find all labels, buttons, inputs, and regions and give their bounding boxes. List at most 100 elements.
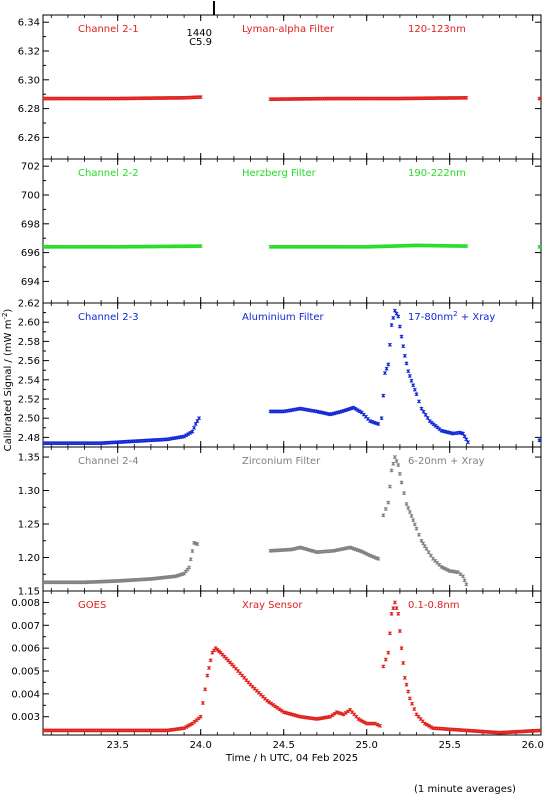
data-point bbox=[397, 629, 402, 633]
x-axis-title: Time / h UTC, 04 Feb 2025 bbox=[225, 753, 358, 764]
data-point bbox=[362, 720, 367, 725]
panel-label: 6-20nm + Xray bbox=[408, 456, 485, 467]
data-point bbox=[428, 553, 433, 558]
x-tick-label: 25.0 bbox=[356, 740, 378, 751]
panel-3: 2.48 2.50 2.52 2.54 2.56 2.58 2.60 2.62 Channel … bbox=[18, 299, 542, 448]
data-point bbox=[401, 344, 406, 349]
data-point bbox=[355, 408, 360, 412]
data-point bbox=[188, 722, 193, 727]
data-point bbox=[392, 600, 397, 605]
data-point bbox=[461, 574, 465, 579]
y-tick-label: 0.004 bbox=[11, 689, 40, 700]
y-tick-label: 2.60 bbox=[18, 318, 40, 329]
data-point bbox=[387, 342, 392, 347]
data-point bbox=[383, 371, 387, 376]
data-point bbox=[203, 687, 208, 692]
data-point bbox=[394, 311, 399, 316]
data-point bbox=[391, 315, 396, 320]
data-point bbox=[356, 717, 361, 721]
y-tick-label: 700 bbox=[21, 191, 40, 202]
data-point bbox=[188, 557, 193, 562]
y-tick-label: 2.58 bbox=[18, 337, 40, 348]
data-point bbox=[376, 422, 381, 426]
data-point bbox=[464, 95, 469, 100]
data-point bbox=[207, 665, 211, 670]
data-point bbox=[198, 95, 203, 100]
data-point bbox=[182, 726, 187, 731]
data-point bbox=[386, 650, 391, 655]
panel-label: 120-123nm bbox=[408, 24, 466, 35]
panel-label-part: 17-80nm bbox=[408, 312, 453, 323]
panel-label: 0.1-0.8nm bbox=[408, 600, 460, 611]
data-point bbox=[358, 718, 363, 723]
data-point bbox=[539, 244, 541, 249]
data-point bbox=[359, 549, 364, 554]
data-point bbox=[190, 429, 195, 434]
series-4 bbox=[43, 455, 469, 587]
series-2 bbox=[43, 243, 541, 249]
data-point bbox=[464, 244, 469, 249]
data-point bbox=[187, 565, 192, 570]
panel-label: Xray Sensor bbox=[242, 600, 303, 611]
data-point bbox=[386, 500, 391, 505]
data-point bbox=[378, 723, 382, 728]
data-point bbox=[389, 611, 394, 616]
data-point bbox=[422, 721, 427, 726]
data-point bbox=[411, 518, 416, 523]
data-point bbox=[441, 565, 446, 570]
data-point bbox=[381, 393, 386, 398]
y-tick-label: 6.26 bbox=[18, 133, 40, 144]
data-point bbox=[186, 432, 191, 436]
panel-label: Channel 2-4 bbox=[78, 456, 139, 467]
data-point bbox=[184, 725, 189, 729]
flare-marker: 1440 C5.9 bbox=[187, 1, 215, 48]
data-point bbox=[409, 514, 414, 518]
data-point bbox=[392, 308, 397, 313]
data-point bbox=[406, 369, 411, 374]
y-tick-label: 6.30 bbox=[18, 75, 40, 86]
data-point bbox=[396, 314, 401, 319]
panel-label: GOES bbox=[78, 600, 106, 611]
panel-label: Aluminium Filter bbox=[242, 312, 325, 323]
data-point bbox=[406, 689, 411, 694]
x-tick-label: 26.0 bbox=[522, 740, 544, 751]
panel-label-sup: 2 bbox=[453, 310, 457, 318]
data-point bbox=[389, 323, 394, 328]
data-point bbox=[384, 366, 389, 371]
flare-class-label: C5.9 bbox=[189, 37, 212, 48]
panel-1: 6.26 6.28 6.30 6.32 6.34 Channel 2-1 Lyman-alp… bbox=[18, 14, 542, 160]
data-point bbox=[198, 714, 203, 719]
data-point bbox=[397, 471, 402, 476]
data-point bbox=[370, 554, 375, 559]
y-tick-label: 0.003 bbox=[11, 712, 40, 723]
data-point bbox=[375, 722, 380, 727]
data-point bbox=[396, 611, 401, 616]
y-tick-label: 2.56 bbox=[18, 356, 40, 367]
panel-label: Channel 2-1 bbox=[78, 24, 139, 35]
data-point bbox=[387, 631, 392, 636]
y-tick-label: 1.20 bbox=[18, 553, 40, 564]
y-tick-label: 1.15 bbox=[18, 587, 40, 598]
data-point bbox=[394, 606, 399, 611]
data-point bbox=[406, 505, 411, 510]
panel-frame bbox=[42, 158, 542, 304]
data-point bbox=[402, 675, 407, 680]
data-point bbox=[198, 244, 203, 249]
data-point bbox=[417, 399, 421, 404]
y-axis-title-end: ) bbox=[3, 309, 14, 313]
data-point bbox=[368, 553, 372, 558]
data-point bbox=[190, 549, 195, 553]
data-point bbox=[197, 416, 201, 421]
y-tick-label: 0.006 bbox=[11, 644, 40, 655]
data-point bbox=[461, 431, 465, 436]
y-tick-label: 1.35 bbox=[18, 453, 40, 464]
data-point bbox=[407, 696, 412, 701]
data-point bbox=[424, 722, 429, 727]
y-tick-label: 1.30 bbox=[18, 486, 40, 497]
data-point bbox=[200, 701, 205, 705]
series-5 bbox=[43, 600, 541, 735]
y-tick-label: 0.008 bbox=[11, 598, 40, 609]
data-point bbox=[391, 606, 396, 611]
data-point bbox=[410, 701, 415, 706]
y-tick-label: 1.25 bbox=[18, 520, 40, 531]
